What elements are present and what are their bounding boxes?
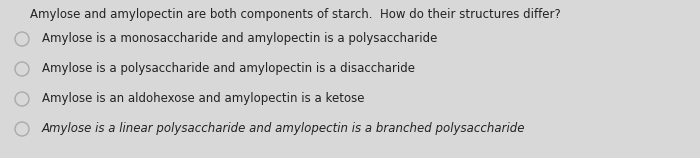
Text: Amylose is a monosaccharide and amylopectin is a polysaccharide: Amylose is a monosaccharide and amylopec… [42,32,437,45]
Text: Amylose is an aldohexose and amylopectin is a ketose: Amylose is an aldohexose and amylopectin… [42,92,365,105]
Text: Amylose and amylopectin are both components of starch.  How do their structures : Amylose and amylopectin are both compone… [30,8,561,21]
Text: Amylose is a linear polysaccharide and amylopectin is a branched polysaccharide: Amylose is a linear polysaccharide and a… [42,122,526,135]
Text: Amylose is a polysaccharide and amylopectin is a disaccharide: Amylose is a polysaccharide and amylopec… [42,62,415,75]
